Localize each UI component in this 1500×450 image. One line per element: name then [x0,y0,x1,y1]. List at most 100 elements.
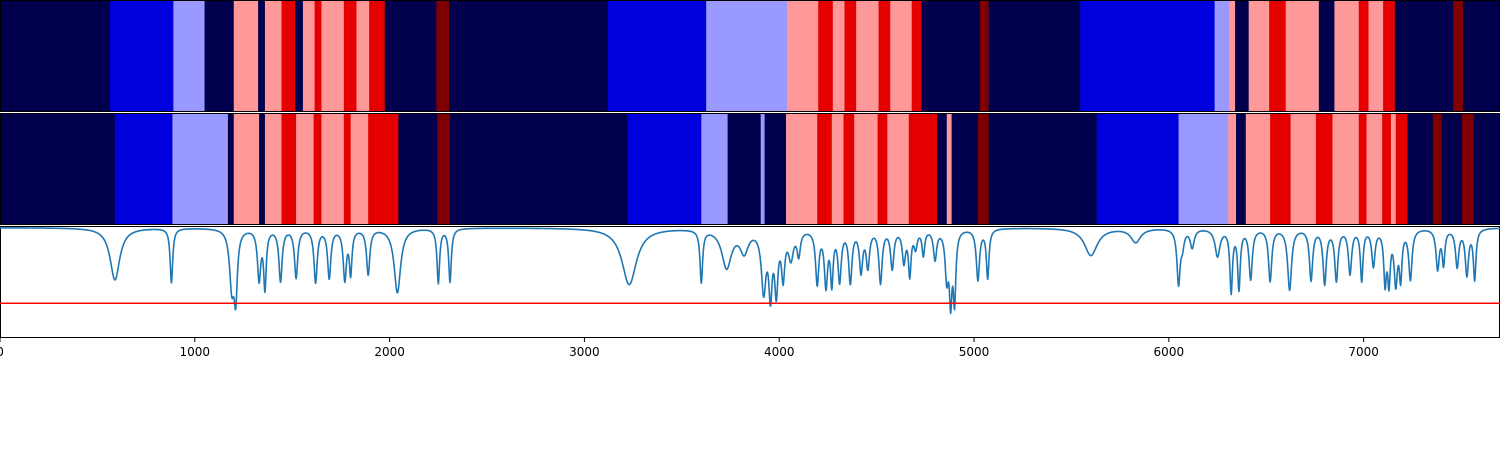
state-segment [977,113,990,225]
state-segment [937,113,948,225]
state-segment [302,0,316,112]
state-segment [264,113,282,225]
x-tick-label: 7000 [1348,345,1379,359]
state-segment [449,0,609,112]
state-segment [706,0,788,112]
state-segment [817,113,833,225]
state-segment [1285,0,1320,112]
state-segment [0,0,111,112]
state-segment [760,113,766,225]
state-segment [911,0,922,112]
x-tick-label: 5000 [959,345,990,359]
state-segment [227,113,235,225]
panel-frame [0,226,1500,338]
state-segment [1383,0,1396,112]
signal-line-panel [0,226,1500,338]
state-segment [0,113,116,225]
state-segment [1394,0,1454,112]
state-segment [264,0,282,112]
state-segment [356,0,370,112]
state-segment [951,113,979,225]
x-tick-label: 0 [0,345,4,359]
state-segment [1462,113,1475,225]
state-segment [436,0,450,112]
state-segment [1228,113,1237,225]
state-segment [313,113,322,225]
state-segment [1366,113,1383,225]
state-segment [832,0,845,112]
signal-line [0,227,1500,315]
state-segment [1214,0,1230,112]
state-segment [233,113,260,225]
state-segment [988,0,1081,112]
state-segment [1270,113,1291,225]
state-strip-top [0,0,1500,112]
state-segment [110,0,174,112]
state-segment [607,0,707,112]
state-segment [321,0,345,112]
state-segment [1332,113,1360,225]
state-segment [343,113,352,225]
state-segment [1407,113,1434,225]
state-segment [295,0,304,112]
state-segment [384,0,437,112]
state-segment [979,0,990,112]
state-segment [204,0,235,112]
x-axis: 0 1000 2000 3000 4000 5000 6000 7000 [0,338,1379,359]
state-segment [172,113,229,225]
state-segment [887,113,910,225]
state-segment [369,0,386,112]
x-tick-label: 2000 [374,345,405,359]
state-segment [787,0,819,112]
state-segment [1318,0,1335,112]
state-segment [114,113,173,225]
state-segment [321,113,345,225]
state-segment [1453,0,1464,112]
state-segment [1390,113,1397,225]
state-segment [173,0,205,112]
state-segment [818,0,834,112]
state-segment [1236,113,1247,225]
state-segment [856,0,879,112]
state-segment [831,113,844,225]
state-segment [1441,113,1463,225]
state-segment [314,0,322,112]
state-segment [890,0,913,112]
state-segment [878,0,891,112]
state-segment [233,0,259,112]
state-segment [296,113,315,225]
state-segment [1462,0,1500,112]
state-strip-middle [0,113,1500,225]
state-segment [1395,113,1408,225]
state-segment [1358,0,1369,112]
state-segment [1178,113,1229,225]
x-tick-label: 4000 [764,345,795,359]
state-segment [259,113,266,225]
state-segment [921,0,981,112]
x-tick-label: 6000 [1154,345,1185,359]
x-tick-label: 1000 [180,345,211,359]
state-segment [988,113,1098,225]
state-segment [1229,0,1236,112]
state-segment [727,113,762,225]
state-segment [281,0,296,112]
state-segment [764,113,787,225]
state-segment [1382,113,1392,225]
state-segment [450,113,628,225]
state-segment [1473,113,1500,225]
state-segment [1358,113,1367,225]
state-segment [368,113,399,225]
state-segment [1315,113,1333,225]
state-segment [1080,0,1216,112]
state-segment [1290,113,1317,225]
x-tick-label: 3000 [569,345,600,359]
state-segment [1235,0,1250,112]
state-segment [1368,0,1384,112]
state-segment [1432,113,1442,225]
state-segment [281,113,297,225]
state-segment [908,113,938,225]
state-segment [398,113,438,225]
state-segment [1334,0,1360,112]
state-segment [843,113,855,225]
state-segment [1245,113,1271,225]
